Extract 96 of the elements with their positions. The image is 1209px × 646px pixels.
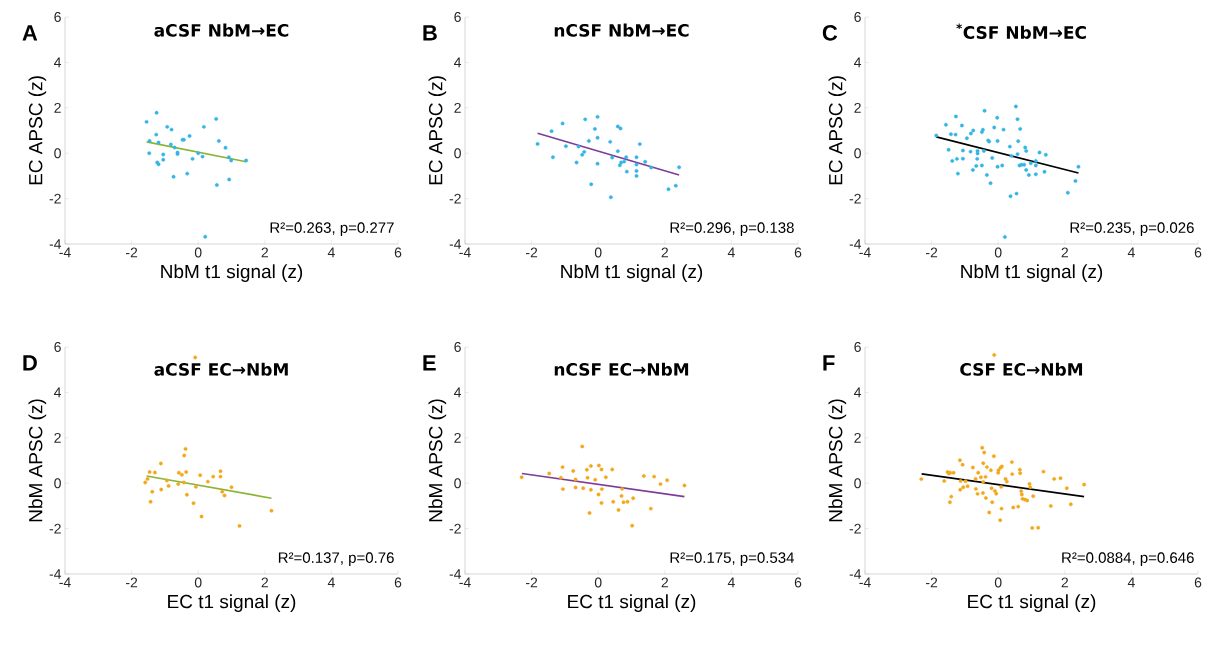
x-tick-label: -2 bbox=[926, 247, 938, 258]
chart-title: $^{*}$CSF NbM→EC bbox=[956, 23, 1086, 39]
x-tick-label: 0 bbox=[594, 577, 602, 588]
x-tick-label: 0 bbox=[994, 577, 1002, 588]
x-tick-label: 0 bbox=[994, 247, 1002, 258]
y-tick-label: -4 bbox=[49, 569, 62, 579]
annotation: R²=0.263, p=0.277 bbox=[270, 222, 394, 236]
y-tick-label: 4 bbox=[54, 387, 62, 398]
y-tick-label: 2 bbox=[54, 102, 61, 113]
y-axis-title: NbM APSC (z) bbox=[828, 399, 847, 522]
x-axis-title: NbM t1 signal (z) bbox=[561, 264, 703, 283]
x-tick-label: 6 bbox=[394, 577, 402, 588]
annotation: R²=0.0884, p=0.646 bbox=[1062, 552, 1194, 566]
x-axis-title: NbM t1 signal (z) bbox=[161, 264, 303, 283]
y-tick-label: -4 bbox=[449, 239, 462, 249]
y-tick-label: 4 bbox=[454, 387, 462, 398]
x-axis-title: EC t1 signal (z) bbox=[968, 594, 1096, 613]
x-tick-label: -2 bbox=[126, 577, 138, 588]
text: D bbox=[23, 355, 37, 371]
x-axis-title: EC t1 signal (z) bbox=[568, 594, 696, 613]
y-axis-title: NbM APSC (z) bbox=[428, 399, 447, 522]
x-tick-label: 0 bbox=[194, 577, 202, 588]
y-tick-label: -4 bbox=[849, 239, 862, 249]
y-tick-label: 0 bbox=[854, 148, 861, 159]
y-tick-label: 0 bbox=[854, 478, 861, 489]
x-tick-label: 2 bbox=[261, 247, 268, 258]
x-tick-label: 2 bbox=[661, 577, 668, 588]
y-tick-label: -2 bbox=[449, 193, 461, 204]
text: CSF EC→NbM bbox=[960, 362, 1083, 376]
y-tick-label: 4 bbox=[454, 57, 462, 68]
text: E bbox=[423, 355, 436, 371]
y-tick-label: -2 bbox=[449, 523, 461, 534]
y-tick-label: 6 bbox=[454, 342, 461, 352]
y-tick-label: 6 bbox=[54, 342, 61, 352]
y-tick-label: -2 bbox=[849, 193, 861, 204]
chart-title: nCSF NbM→EC bbox=[554, 23, 689, 37]
x-axis-title: EC t1 signal (z) bbox=[168, 594, 296, 613]
text: F bbox=[823, 355, 835, 371]
y-tick-label: 2 bbox=[454, 432, 461, 443]
y-tick-label: -4 bbox=[849, 569, 862, 579]
x-tick-label: -2 bbox=[526, 247, 538, 258]
x-tick-label: -2 bbox=[926, 577, 938, 588]
x-tick-label: 6 bbox=[1194, 577, 1202, 588]
text: aCSF EC→NbM bbox=[154, 362, 288, 376]
y-axis-title: NbM APSC (z) bbox=[28, 399, 47, 522]
x-tick-label: 4 bbox=[327, 247, 335, 258]
y-tick-label: 0 bbox=[454, 478, 461, 489]
x-tick-label: -2 bbox=[126, 247, 138, 258]
y-axis-title: EC APSC (z) bbox=[828, 76, 847, 185]
x-tick-label: 2 bbox=[661, 247, 668, 258]
y-tick-label: 2 bbox=[854, 102, 861, 113]
x-tick-label: 4 bbox=[1127, 247, 1135, 258]
y-tick-label: 4 bbox=[54, 57, 62, 68]
y-tick-label: 2 bbox=[854, 432, 861, 443]
y-tick-label: 6 bbox=[854, 12, 861, 22]
x-axis-title: NbM t1 signal (z) bbox=[961, 264, 1103, 283]
text: nCSF EC→NbM bbox=[554, 362, 689, 376]
x-tick-label: 0 bbox=[194, 247, 202, 258]
y-tick-label: 2 bbox=[454, 102, 461, 113]
y-tick-label: 0 bbox=[454, 148, 461, 159]
x-tick-label: 4 bbox=[327, 577, 335, 588]
text: B bbox=[423, 25, 437, 41]
x-tick-label: 2 bbox=[1061, 577, 1068, 588]
y-tick-label: -4 bbox=[449, 569, 462, 579]
x-tick-label: 6 bbox=[794, 247, 802, 258]
x-tick-label: -2 bbox=[526, 577, 538, 588]
x-tick-label: 6 bbox=[794, 577, 802, 588]
x-tick-label: 6 bbox=[394, 247, 402, 258]
y-tick-label: 6 bbox=[54, 12, 61, 22]
y-tick-label: 2 bbox=[54, 432, 61, 443]
annotation: R²=0.175, p=0.534 bbox=[670, 552, 795, 566]
x-tick-label: 4 bbox=[727, 247, 735, 258]
y-tick-label: 4 bbox=[854, 387, 862, 398]
y-tick-label: -2 bbox=[849, 523, 861, 534]
annotation: R²=0.137, p=0.76 bbox=[278, 552, 394, 566]
x-tick-label: 6 bbox=[1194, 247, 1202, 258]
y-tick-label: 4 bbox=[854, 57, 862, 68]
text: C bbox=[822, 25, 838, 41]
y-tick-label: -4 bbox=[49, 239, 62, 249]
annotation: R²=0.235, p=0.026 bbox=[1070, 222, 1194, 236]
y-tick-label: -2 bbox=[49, 523, 61, 534]
x-tick-label: 4 bbox=[727, 577, 735, 588]
text: A bbox=[22, 25, 38, 41]
x-tick-label: 2 bbox=[261, 577, 268, 588]
x-tick-label: 0 bbox=[594, 247, 602, 258]
x-tick-label: 2 bbox=[1061, 247, 1068, 258]
y-tick-label: 0 bbox=[54, 478, 61, 489]
annotation: R²=0.296, p=0.138 bbox=[670, 222, 794, 236]
x-tick-label: 4 bbox=[1127, 577, 1135, 588]
chart-title: aCSF NbM→EC bbox=[154, 23, 289, 37]
y-tick-label: 6 bbox=[454, 12, 461, 22]
y-axis-title: EC APSC (z) bbox=[428, 76, 447, 185]
y-tick-label: 0 bbox=[54, 148, 61, 159]
y-axis-title: EC APSC (z) bbox=[28, 76, 47, 185]
y-tick-label: -2 bbox=[49, 193, 61, 204]
y-tick-label: 6 bbox=[854, 342, 861, 352]
